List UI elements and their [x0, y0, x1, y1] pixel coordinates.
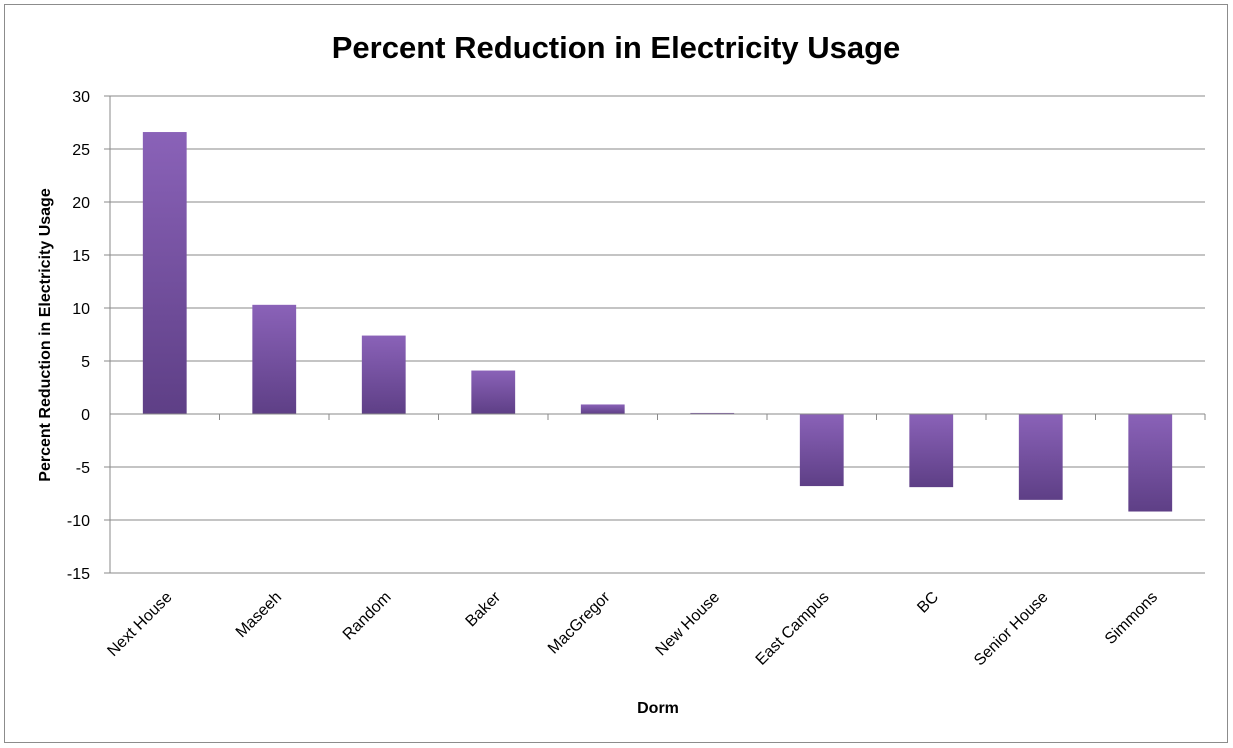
y-tick-label: -5 — [76, 460, 90, 477]
x-category-label: New House — [653, 589, 724, 660]
chart-frame — [4, 4, 1228, 743]
x-category-label: Baker — [463, 588, 505, 630]
bar-east-campus — [799, 414, 844, 487]
x-category-label: Senior House — [971, 589, 1052, 670]
x-category-label: MacGregor — [545, 588, 614, 657]
chart-title: Percent Reduction in Electricity Usage — [332, 30, 901, 65]
y-tick-label: 30 — [72, 89, 90, 106]
y-tick-label: 15 — [72, 248, 90, 265]
y-tick-labels: 30 25 20 15 10 5 0 -5 -10 -15 — [67, 89, 90, 583]
bar-maseeh — [252, 304, 297, 414]
bar-next-house — [142, 132, 187, 415]
x-category-label: Random — [340, 589, 395, 644]
y-tick-label: 25 — [72, 142, 90, 159]
bar-senior-house — [1018, 414, 1063, 500]
x-axis — [109, 413, 1206, 420]
bar-baker — [471, 370, 516, 414]
x-category-label: Maseeh — [233, 589, 285, 641]
bar-random — [361, 335, 406, 414]
y-tick-label: 0 — [81, 407, 90, 424]
bar-new-house — [690, 412, 735, 414]
y-tick-label: 5 — [81, 354, 90, 371]
y-tick-label: 10 — [72, 301, 90, 318]
y-tick-label: -10 — [67, 513, 90, 530]
x-category-label: Simmons — [1102, 589, 1161, 648]
bars — [142, 132, 1173, 512]
x-category-label: BC — [914, 589, 942, 617]
x-category-labels: Next House Maseeh Random Baker MacGregor New … — [104, 588, 1161, 669]
bar-bc — [909, 414, 954, 488]
x-axis-title: Dorm — [637, 700, 679, 717]
bar-macgregor — [580, 404, 625, 414]
y-tick-label: 20 — [72, 195, 90, 212]
x-category-label: East Campus — [753, 589, 833, 669]
x-category-label: Next House — [104, 589, 175, 660]
bar-simmons — [1128, 414, 1173, 512]
y-axis-title: Percent Reduction in Electricity Usage — [37, 188, 54, 482]
y-tick-label: -15 — [67, 566, 90, 583]
